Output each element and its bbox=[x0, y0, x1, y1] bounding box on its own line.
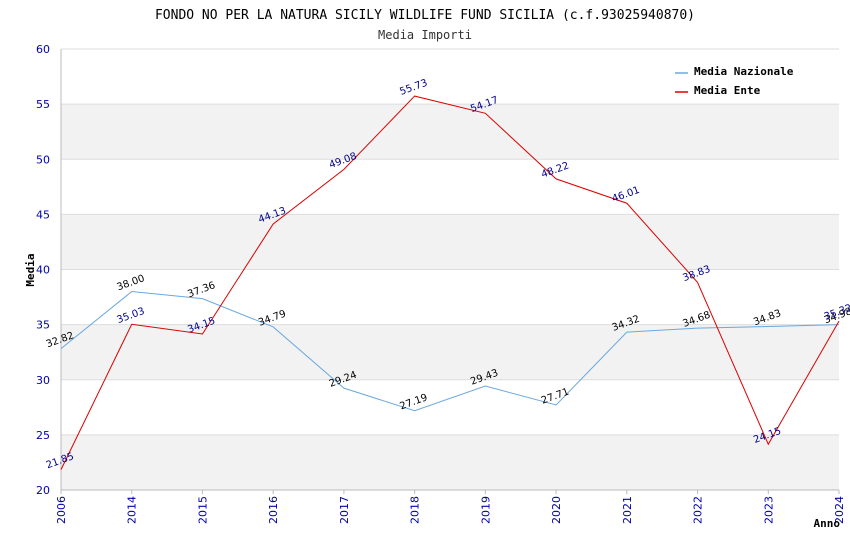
series-lines bbox=[60, 95, 840, 470]
x-tick-label: 2024 bbox=[833, 496, 846, 524]
y-tick-label: 35 bbox=[36, 319, 50, 332]
x-tick-label: 2006 bbox=[55, 496, 68, 524]
x-tick-label: 2022 bbox=[692, 496, 705, 524]
y-tick-label: 45 bbox=[36, 208, 50, 221]
y-tick-label: 40 bbox=[36, 264, 50, 277]
x-axis-ticks: 2006 2014 2015 2016 2017 2018 2019 2020 2021 2022… bbox=[55, 490, 846, 524]
grid-band bbox=[61, 214, 839, 270]
grid-band bbox=[61, 324, 839, 380]
legend-label-nazionale: Media Nazionale bbox=[694, 65, 794, 78]
y-tick-label: 25 bbox=[36, 429, 50, 442]
y-tick-label: 55 bbox=[36, 98, 50, 111]
x-tick-label: 2017 bbox=[338, 496, 351, 524]
y-tick-label: 60 bbox=[36, 43, 50, 56]
grid-band bbox=[61, 379, 839, 435]
y-axis-ticks: 20 25 30 35 40 45 50 55 60 bbox=[36, 43, 50, 497]
x-tick-label: 2021 bbox=[621, 496, 634, 524]
grid-band bbox=[61, 104, 839, 160]
y-tick-label: 20 bbox=[36, 484, 50, 497]
x-tick-label: 2018 bbox=[409, 496, 422, 524]
grid-band bbox=[61, 434, 839, 490]
legend: Media Nazionale Media Ente bbox=[670, 60, 810, 102]
series-line bbox=[60, 95, 840, 470]
chart-subtitle: Media Importi bbox=[378, 28, 472, 42]
grid-bands bbox=[61, 49, 839, 490]
x-tick-label: 2016 bbox=[267, 496, 280, 524]
legend-label-ente: Media Ente bbox=[694, 84, 761, 97]
grid-band bbox=[61, 159, 839, 215]
x-tick-label: 2023 bbox=[762, 496, 775, 524]
x-tick-label: 2019 bbox=[479, 496, 492, 524]
y-axis-label: Media bbox=[24, 253, 37, 286]
y-tick-label: 30 bbox=[36, 374, 50, 387]
legend-box bbox=[670, 60, 810, 102]
grid-band bbox=[61, 269, 839, 325]
chart-title: FONDO NO PER LA NATURA SICILY WILDLIFE F… bbox=[155, 8, 695, 23]
x-tick-label: 2020 bbox=[550, 496, 563, 524]
series-line bbox=[60, 291, 840, 412]
x-tick-label: 2014 bbox=[126, 496, 139, 524]
x-tick-label: 2015 bbox=[196, 496, 209, 524]
x-axis-label: Anno bbox=[814, 517, 841, 530]
y-tick-label: 50 bbox=[36, 153, 50, 166]
axes bbox=[60, 49, 839, 491]
